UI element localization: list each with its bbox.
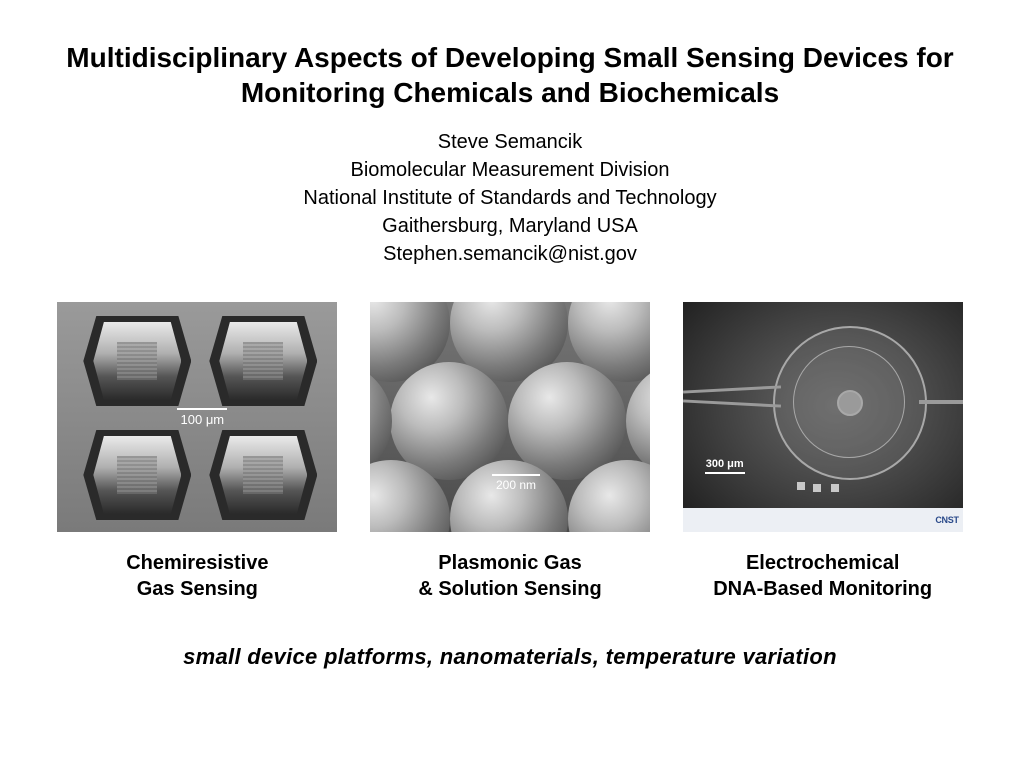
figure-caption-2: Plasmonic Gas & Solution Sensing	[418, 550, 601, 602]
slide-root: Multidisciplinary Aspects of Developing …	[0, 0, 1020, 765]
scale-bar-3: 300 μm	[705, 458, 745, 474]
microhotplate-icon	[209, 430, 317, 520]
caption-3-line1: Electrochemical	[746, 552, 899, 574]
slide-title: Multidisciplinary Aspects of Developing …	[36, 40, 984, 110]
sem-info-text	[687, 517, 689, 523]
scale-bar-1: 100 μm	[177, 408, 227, 427]
contact-pad-icon	[797, 482, 805, 490]
caption-1-line1: Chemiresistive	[126, 552, 268, 574]
microhotplate-icon	[83, 316, 191, 406]
lead-wire-icon	[919, 400, 963, 404]
footer-tagline: small device platforms, nanomaterials, t…	[36, 644, 984, 670]
figure-col-1: 100 μm Chemiresistive Gas Sensing	[56, 302, 339, 602]
figure-image-plasmonic: 200 nm	[370, 302, 650, 532]
cnst-logo: CNST	[935, 515, 958, 525]
contact-pad-icon	[831, 484, 839, 492]
microhotplate-icon	[83, 430, 191, 520]
scale-label-2: 200 nm	[496, 478, 536, 492]
author-location: Gaithersburg, Maryland USA	[36, 212, 984, 240]
figure-image-chemiresistive: 100 μm	[57, 302, 337, 532]
figure-caption-3: Electrochemical DNA-Based Monitoring	[713, 550, 932, 602]
figures-row: 100 μm Chemiresistive Gas Sensing	[36, 302, 984, 602]
author-name: Steve Semancik	[36, 128, 984, 156]
scale-label-3: 300 μm	[706, 458, 744, 470]
scale-bar-2: 200 nm	[492, 474, 540, 492]
figure-image-electrochemical: 300 μm CNST	[683, 302, 963, 532]
sem-info-strip: CNST	[683, 508, 963, 532]
caption-2-line1: Plasmonic Gas	[438, 552, 581, 574]
contact-pad-icon	[813, 484, 821, 492]
scale-label-1: 100 μm	[181, 412, 225, 427]
electrode-center-icon	[837, 390, 863, 416]
figure-col-3: 300 μm CNST Electrochemical DNA-Based Mo…	[681, 302, 964, 602]
caption-3-line2: DNA-Based Monitoring	[713, 578, 932, 600]
caption-1-line2: Gas Sensing	[137, 578, 258, 600]
author-email: Stephen.semancik@nist.gov	[36, 240, 984, 268]
caption-2-line2: & Solution Sensing	[418, 578, 601, 600]
author-block: Steve Semancik Biomolecular Measurement …	[36, 128, 984, 268]
figure-col-2: 200 nm Plasmonic Gas & Solution Sensing	[369, 302, 652, 602]
microhotplate-icon	[209, 316, 317, 406]
author-division: Biomolecular Measurement Division	[36, 156, 984, 184]
figure-caption-1: Chemiresistive Gas Sensing	[126, 550, 268, 602]
author-institution: National Institute of Standards and Tech…	[36, 184, 984, 212]
